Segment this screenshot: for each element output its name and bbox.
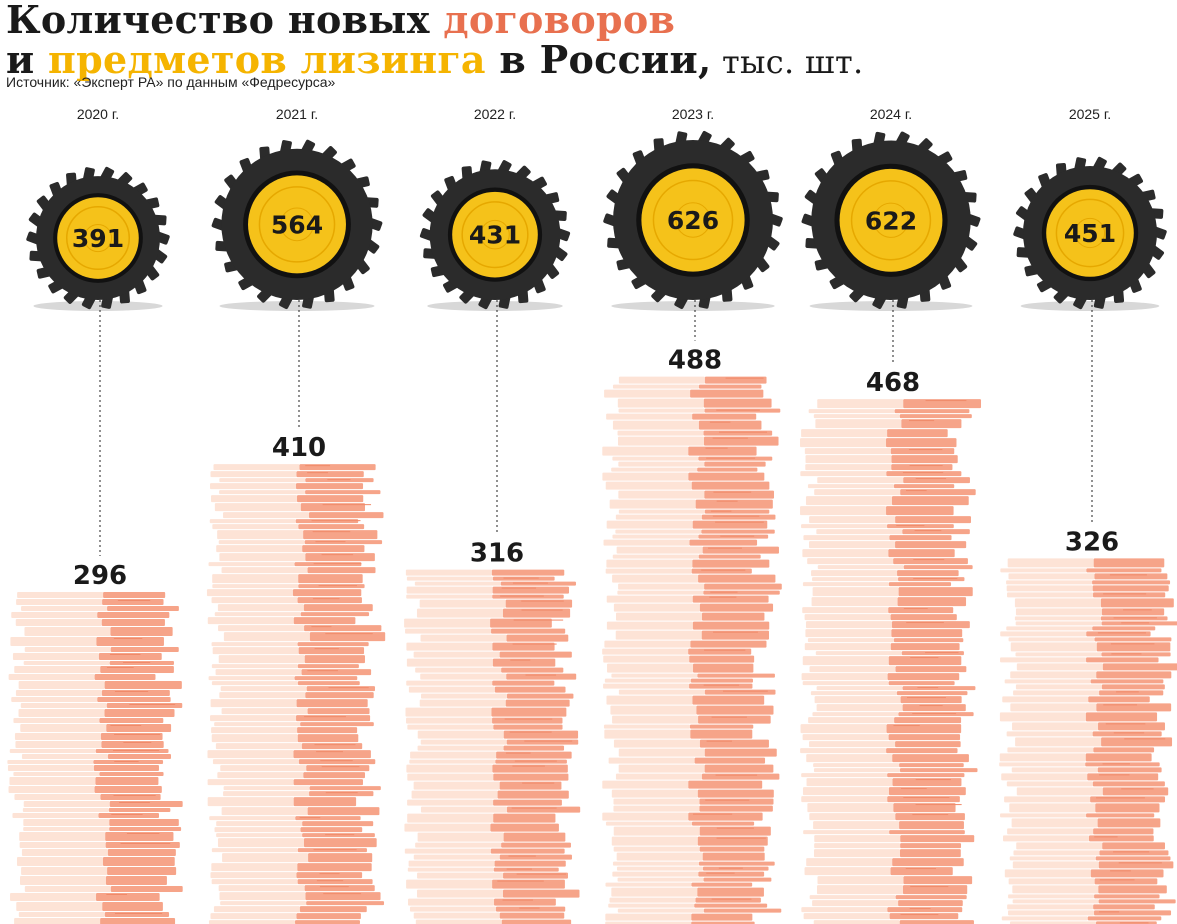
- column-6: 2025 г. 326 451: [999, 106, 1177, 924]
- tire-items: [419, 160, 571, 311]
- tire-items: [801, 131, 981, 311]
- tire-items: [603, 131, 783, 311]
- items-value-label: 622: [865, 206, 917, 235]
- year-label: 2020 г.: [77, 106, 119, 122]
- source-note: Источник: «Эксперт РА» по данным «Федрес…: [6, 74, 336, 90]
- title-contracts: договоров: [443, 0, 676, 42]
- year-label: 2023 г.: [672, 106, 714, 122]
- contracts-value-label: 410: [272, 433, 326, 463]
- year-label: 2024 г.: [870, 106, 912, 122]
- items-value-label: 451: [1064, 219, 1116, 248]
- column-5: 2024 г. 468 622: [800, 106, 982, 924]
- items-value-label: 564: [271, 210, 323, 239]
- year-label: 2021 г.: [276, 106, 318, 122]
- tire-items: [211, 139, 383, 311]
- bar-contracts: [999, 558, 1177, 924]
- title-unit: тыс. шт.: [711, 43, 864, 81]
- bar-contracts: [7, 592, 183, 924]
- bar-contracts: [206, 464, 386, 924]
- column-2: 2021 г. 410 564: [206, 106, 386, 924]
- contracts-value-label: 296: [73, 561, 127, 591]
- tire-items: [1013, 156, 1167, 311]
- column-3: 2022 г. 316 431: [404, 106, 581, 924]
- items-value-label: 391: [72, 224, 124, 253]
- year-label: 2022 г.: [474, 106, 516, 122]
- bar-contracts: [404, 569, 581, 924]
- items-value-label: 431: [469, 221, 521, 250]
- bar-contracts: [800, 399, 982, 924]
- title-part-5: в России,: [485, 37, 712, 82]
- tire-items: [26, 166, 170, 311]
- contracts-value-label: 488: [668, 346, 722, 376]
- title-items: предметов лизинга: [48, 37, 486, 82]
- title-part-3: и: [6, 37, 49, 82]
- contracts-value-label: 316: [470, 539, 524, 569]
- contracts-value-label: 468: [866, 368, 920, 398]
- bar-contracts: [602, 376, 782, 924]
- column-1: 2020 г. 296 391: [7, 106, 183, 924]
- year-label: 2025 г.: [1069, 106, 1111, 122]
- contracts-value-label: 326: [1065, 527, 1119, 557]
- chart-title: Количество новых договоров и предметов л…: [6, 0, 863, 82]
- items-value-label: 626: [667, 206, 719, 235]
- column-4: 2023 г. 488 626: [602, 106, 783, 924]
- title-part-1: Количество новых: [6, 0, 444, 42]
